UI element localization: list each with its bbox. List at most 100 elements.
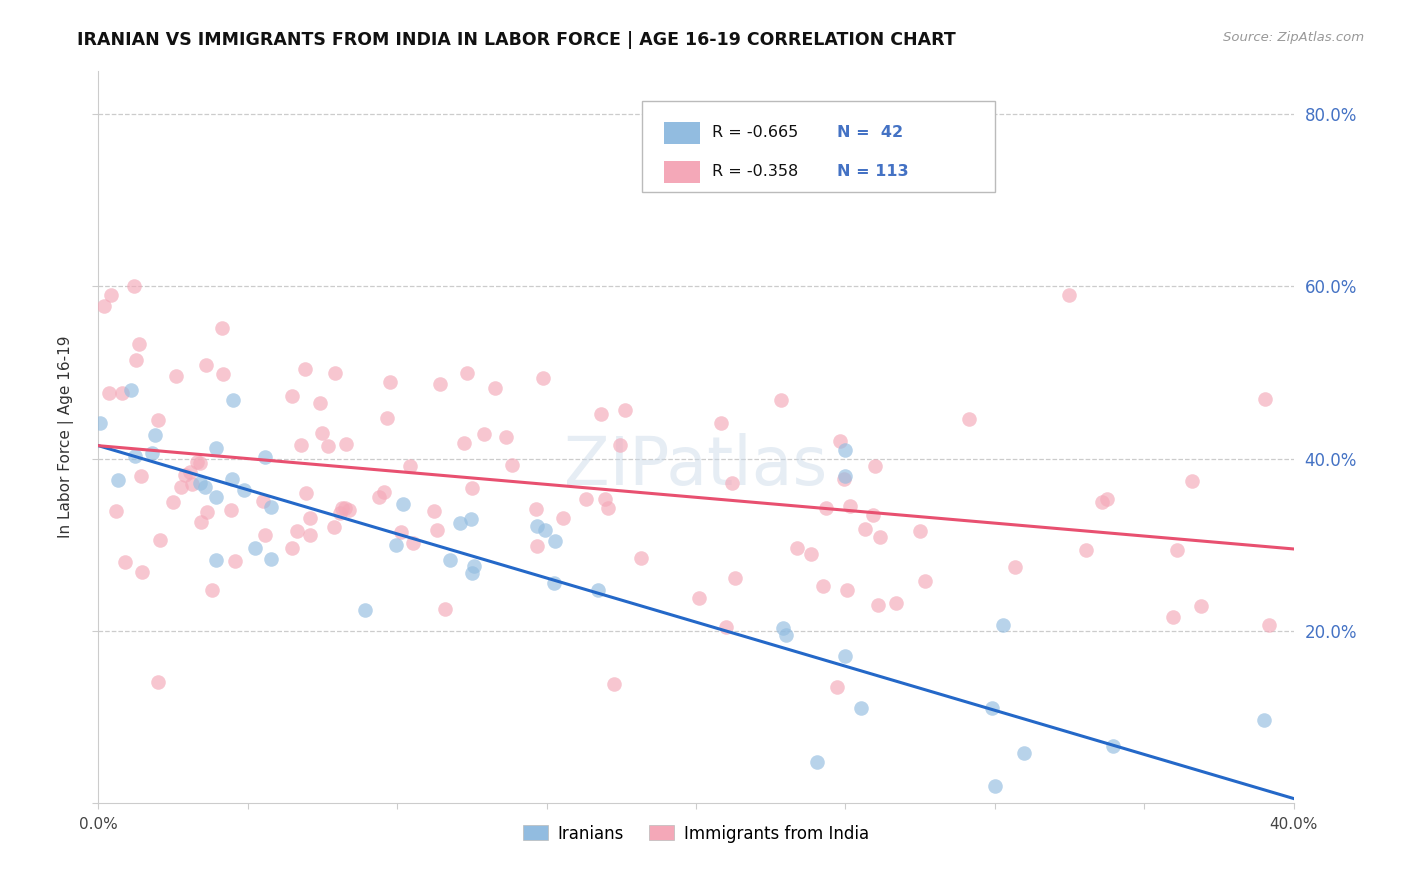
Point <box>125 352 148 367</box>
Point <box>204 553 226 567</box>
Point <box>162 495 184 509</box>
Point <box>204 490 226 504</box>
Point <box>190 515 212 529</box>
Point <box>89 416 111 430</box>
Point <box>195 505 218 519</box>
Point <box>143 428 166 442</box>
Point <box>392 497 415 511</box>
Point <box>337 502 360 516</box>
Point <box>815 501 838 516</box>
Point <box>775 628 797 642</box>
Point <box>375 410 398 425</box>
Point <box>1161 610 1184 624</box>
Point <box>849 128 872 143</box>
Point <box>724 571 747 585</box>
Point <box>201 583 224 598</box>
Point <box>811 579 834 593</box>
Point <box>389 525 412 540</box>
Point <box>232 483 254 498</box>
Point <box>524 502 547 516</box>
Point <box>298 528 321 542</box>
Point <box>688 591 710 605</box>
Point <box>179 465 201 479</box>
Point <box>991 618 1014 632</box>
Point <box>531 370 554 384</box>
Point <box>1095 491 1118 506</box>
Text: Source: ZipAtlas.com: Source: ZipAtlas.com <box>1223 31 1364 45</box>
Point <box>534 523 557 537</box>
Point <box>398 458 420 473</box>
Point <box>194 358 217 372</box>
Point <box>884 596 907 610</box>
Point <box>721 476 744 491</box>
FancyBboxPatch shape <box>643 101 995 192</box>
Point <box>1166 543 1188 558</box>
Point <box>378 376 401 390</box>
Point <box>97 386 120 401</box>
Point <box>194 480 217 494</box>
Point <box>426 523 449 537</box>
Point <box>1254 392 1277 407</box>
Point <box>368 490 391 504</box>
Point <box>786 541 808 556</box>
Point <box>148 675 170 690</box>
Point <box>120 383 142 397</box>
Point <box>543 576 565 591</box>
Point <box>710 417 733 431</box>
Point <box>1189 599 1212 613</box>
Point <box>630 551 652 566</box>
Point <box>308 396 330 410</box>
Point <box>832 472 855 486</box>
Point <box>1004 560 1026 574</box>
Point <box>501 458 523 473</box>
Point <box>433 602 456 616</box>
Point <box>1059 288 1081 302</box>
Point <box>526 539 548 553</box>
Text: ZIPatlas: ZIPatlas <box>564 434 828 500</box>
Point <box>188 456 211 470</box>
Point <box>609 438 631 452</box>
Point <box>111 386 134 401</box>
Point <box>591 407 613 421</box>
Point <box>373 484 395 499</box>
Point <box>834 648 856 663</box>
Point <box>107 474 129 488</box>
Point <box>221 472 243 486</box>
Point <box>838 499 860 513</box>
Point <box>243 541 266 556</box>
Point <box>862 508 884 522</box>
Point <box>449 516 471 530</box>
Point <box>869 531 891 545</box>
Point <box>124 450 146 464</box>
Point <box>212 367 235 381</box>
Point <box>853 522 876 536</box>
Point <box>281 541 304 555</box>
Point <box>323 520 346 534</box>
Text: R = -0.665: R = -0.665 <box>711 125 797 140</box>
Point <box>146 412 169 426</box>
Point <box>100 288 122 302</box>
Point <box>461 481 484 495</box>
Point <box>281 389 304 403</box>
Point <box>461 566 484 581</box>
Point <box>128 336 150 351</box>
Point <box>914 574 936 588</box>
Point <box>806 755 828 769</box>
Point <box>463 559 485 574</box>
Point <box>456 366 478 380</box>
Point <box>401 536 423 550</box>
Point <box>205 441 228 455</box>
Point <box>865 458 887 473</box>
Point <box>219 503 242 517</box>
Point <box>1091 494 1114 508</box>
Point <box>849 701 872 715</box>
Point <box>868 599 890 613</box>
Point <box>335 500 357 515</box>
Point <box>526 519 548 533</box>
Point <box>472 427 495 442</box>
Point <box>1012 747 1035 761</box>
Point <box>93 299 115 313</box>
Point <box>224 554 246 568</box>
Point <box>484 380 506 394</box>
Point <box>114 555 136 569</box>
